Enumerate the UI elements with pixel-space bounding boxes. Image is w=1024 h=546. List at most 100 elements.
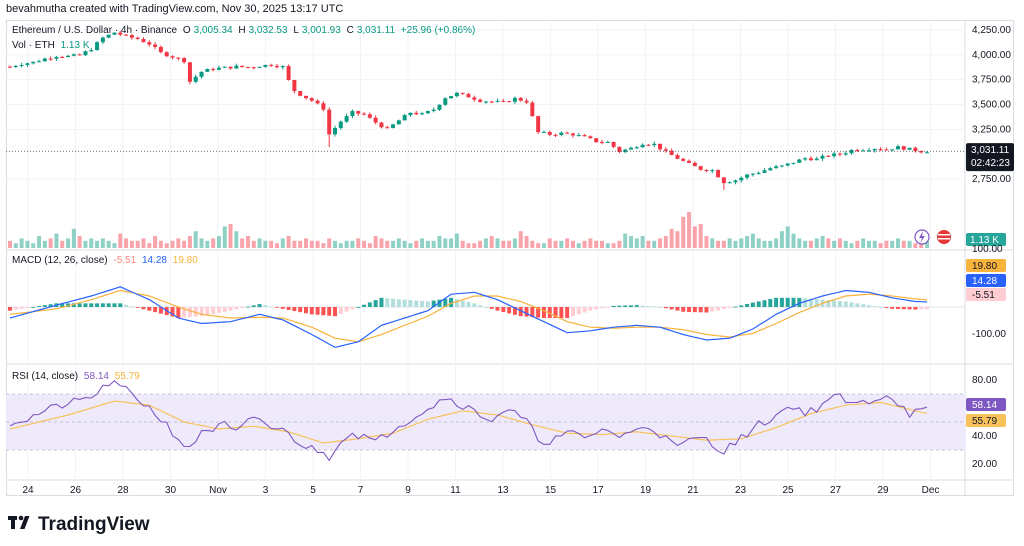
macd-tick-label: -100.00 [972, 329, 1006, 340]
candle-body [599, 142, 604, 144]
axes: 4,250.00 4,000.00 3,750.00 3,500.00 3,250.00… [22, 25, 1014, 496]
macd-histogram-bar [791, 297, 796, 307]
candle-body [431, 109, 436, 112]
volume-bar [652, 240, 657, 248]
macd-histogram-bar [849, 302, 854, 307]
volume-bar [350, 240, 355, 248]
rsi-band [6, 394, 965, 450]
volume-bar [211, 238, 216, 248]
macd-histogram-bar [814, 299, 819, 307]
rsi-tick-label: 80.00 [972, 375, 997, 386]
candle-body [385, 127, 390, 129]
symbol-name[interactable]: Ethereum / U.S. Dollar · 4h · Binance [12, 25, 178, 36]
macd-histogram-bar [808, 298, 813, 307]
candle-body [814, 158, 819, 161]
macd-signal-badge [966, 259, 1006, 272]
macd-histogram-bar [733, 306, 738, 308]
volume-bar [866, 240, 871, 248]
macd-tick-label: 100.00 [972, 244, 1003, 255]
close-label: C [346, 25, 354, 36]
volume-bar [303, 238, 308, 248]
macd-histogram-bar [274, 307, 279, 308]
current-price-value: 3,031.11 [971, 145, 1010, 156]
volume-bar [338, 243, 343, 248]
candle-body [234, 65, 239, 69]
candle-body [31, 61, 36, 64]
macd-histogram-bar [536, 307, 541, 318]
candle-body [95, 42, 100, 51]
volume-bar [414, 240, 419, 248]
macd-histogram-bar [890, 307, 895, 309]
macd-label[interactable]: MACD (12, 26, close) [12, 255, 108, 266]
candle-body [518, 97, 523, 101]
macd-histogram-bar [623, 305, 628, 307]
volume-bar [379, 238, 384, 248]
macd-histogram-bar [855, 303, 860, 307]
volume-bar [541, 243, 546, 248]
volume-bar [907, 240, 912, 248]
candle-body [507, 101, 512, 103]
macd-histogram-bar [228, 307, 233, 311]
candle-body [808, 158, 813, 161]
candle-body [472, 97, 477, 100]
volume-bar [524, 236, 529, 248]
volume-value: 1.13 K [60, 40, 90, 51]
macd-histogram-bar [692, 307, 697, 313]
candle-body [89, 50, 94, 52]
candle-body [565, 132, 570, 134]
volume-bar [466, 243, 471, 248]
volume-bar [228, 224, 233, 248]
volume-bar [640, 236, 645, 248]
candle-body [692, 162, 697, 167]
volume-bar [599, 240, 604, 248]
volume-bar [849, 243, 854, 248]
volume-bar [274, 243, 279, 248]
candle-body [553, 134, 558, 136]
volume-bar [460, 240, 465, 248]
volume-bar [634, 238, 639, 248]
macd-histogram-bar [524, 307, 529, 317]
macd-histogram-bar [582, 307, 587, 313]
volume-bar [687, 212, 692, 248]
volume-label[interactable]: Vol · ETH [12, 40, 55, 51]
created-by-caption: bevahmutha created with TradingView.com,… [6, 3, 344, 15]
candle-body [303, 95, 308, 99]
candle-body [605, 141, 610, 143]
volume-bar [147, 243, 152, 248]
macd-histogram-bar [826, 300, 831, 307]
macd-histogram-bar [565, 307, 570, 318]
volume-bar [710, 238, 715, 248]
volume-bar [553, 240, 558, 248]
macd-histogram-bar [460, 300, 465, 307]
volume-bar [31, 243, 36, 248]
macd-histogram-bar [518, 307, 523, 317]
volume-bar [257, 238, 262, 248]
candle-body [460, 92, 465, 94]
macd-histogram-bar [396, 299, 401, 307]
macd-line-badge-value: 14.28 [972, 276, 997, 287]
volume-bar [437, 236, 442, 248]
candle-body [373, 117, 378, 123]
candle-body [721, 177, 726, 184]
volume-bar [675, 231, 680, 248]
candle-body [199, 71, 204, 77]
rsi-label[interactable]: RSI (14, close) [12, 371, 79, 382]
candle-body [629, 147, 634, 150]
volume-bar [739, 238, 744, 248]
macd-histogram-bar [367, 302, 372, 307]
candle-body [489, 101, 494, 103]
time-axis-label: 15 [545, 485, 557, 496]
candle-body [478, 99, 483, 102]
candle-body [367, 114, 372, 118]
macd-pane [6, 286, 965, 348]
candle-body [675, 155, 680, 159]
volume-bar [669, 228, 674, 248]
volume-bar [692, 226, 697, 248]
macd-histogram-bar [333, 307, 338, 317]
candle-body [843, 153, 848, 155]
macd-histogram-bar [141, 307, 146, 310]
candle-body [83, 51, 88, 56]
macd-histogram-bar [443, 298, 448, 307]
volume-bar [820, 236, 825, 248]
